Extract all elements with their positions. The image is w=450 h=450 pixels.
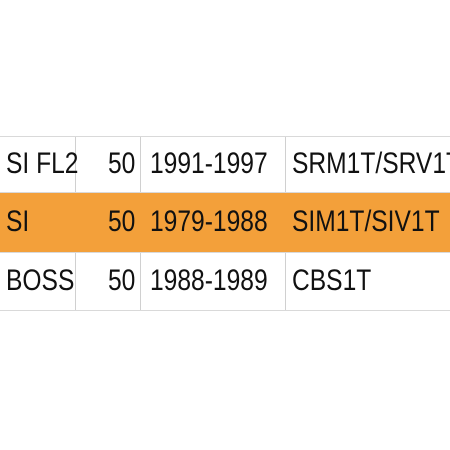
column-divider <box>140 136 141 192</box>
row-divider <box>0 252 450 253</box>
number-cell: 50 <box>108 264 136 297</box>
years-cell: 1991-1997 <box>150 147 268 180</box>
row-divider <box>0 136 450 137</box>
column-divider <box>285 252 286 310</box>
model-cell: SI <box>6 205 30 238</box>
code-cell: CBS1T <box>292 264 372 297</box>
model-cell: BOSS <box>6 264 75 297</box>
number-cell: 50 <box>108 205 136 238</box>
row-divider <box>0 310 450 311</box>
table-row[interactable]: BOSS 50 1988-1989 CBS1T <box>0 252 450 310</box>
model-cell: SI FL2 <box>6 147 79 180</box>
column-divider <box>285 136 286 192</box>
table-row-highlighted[interactable]: SI 50 1979-1988 SIM1T/SIV1T <box>0 192 450 252</box>
parts-table: SI FL2 50 1991-1997 SRM1T/SRV1T SI 50 19… <box>0 136 450 310</box>
number-cell: 50 <box>108 147 136 180</box>
column-divider <box>140 252 141 310</box>
column-divider <box>75 252 76 310</box>
years-cell: 1988-1989 <box>150 264 268 297</box>
code-cell: SRM1T/SRV1T <box>292 147 450 180</box>
table-row[interactable]: SI FL2 50 1991-1997 SRM1T/SRV1T <box>0 136 450 192</box>
years-cell: 1979-1988 <box>150 205 268 238</box>
code-cell: SIM1T/SIV1T <box>292 205 440 238</box>
column-divider <box>75 136 76 192</box>
row-divider <box>0 192 450 193</box>
